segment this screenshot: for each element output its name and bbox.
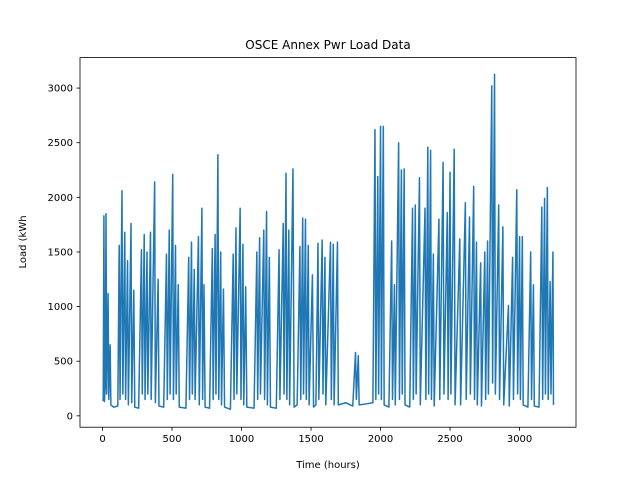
y-tick-label: 500 [54,357,73,368]
x-tick-label: 1500 [298,434,323,445]
data-line [101,73,555,411]
x-tick-label: 2000 [368,434,393,445]
x-axis-label: Time (hours) [295,460,360,471]
x-tick-label: 0 [99,434,105,445]
chart-title: OSCE Annex Pwr Load Data [245,38,410,52]
axes-frame [79,57,577,428]
x-tick-label: 3000 [507,434,532,445]
y-tick-label: 1500 [48,247,73,258]
x-tick-label: 500 [162,434,181,445]
y-tick-label: 2000 [48,193,73,204]
y-axis-label: Load (kWh [18,215,29,268]
x-tick-label: 2500 [437,434,462,445]
y-tick-label: 2500 [48,138,73,149]
y-tick-label: 0 [67,411,73,422]
y-tick-label: 1000 [48,302,73,313]
y-tick-label: 3000 [48,84,73,95]
x-tick-label: 1000 [229,434,254,445]
